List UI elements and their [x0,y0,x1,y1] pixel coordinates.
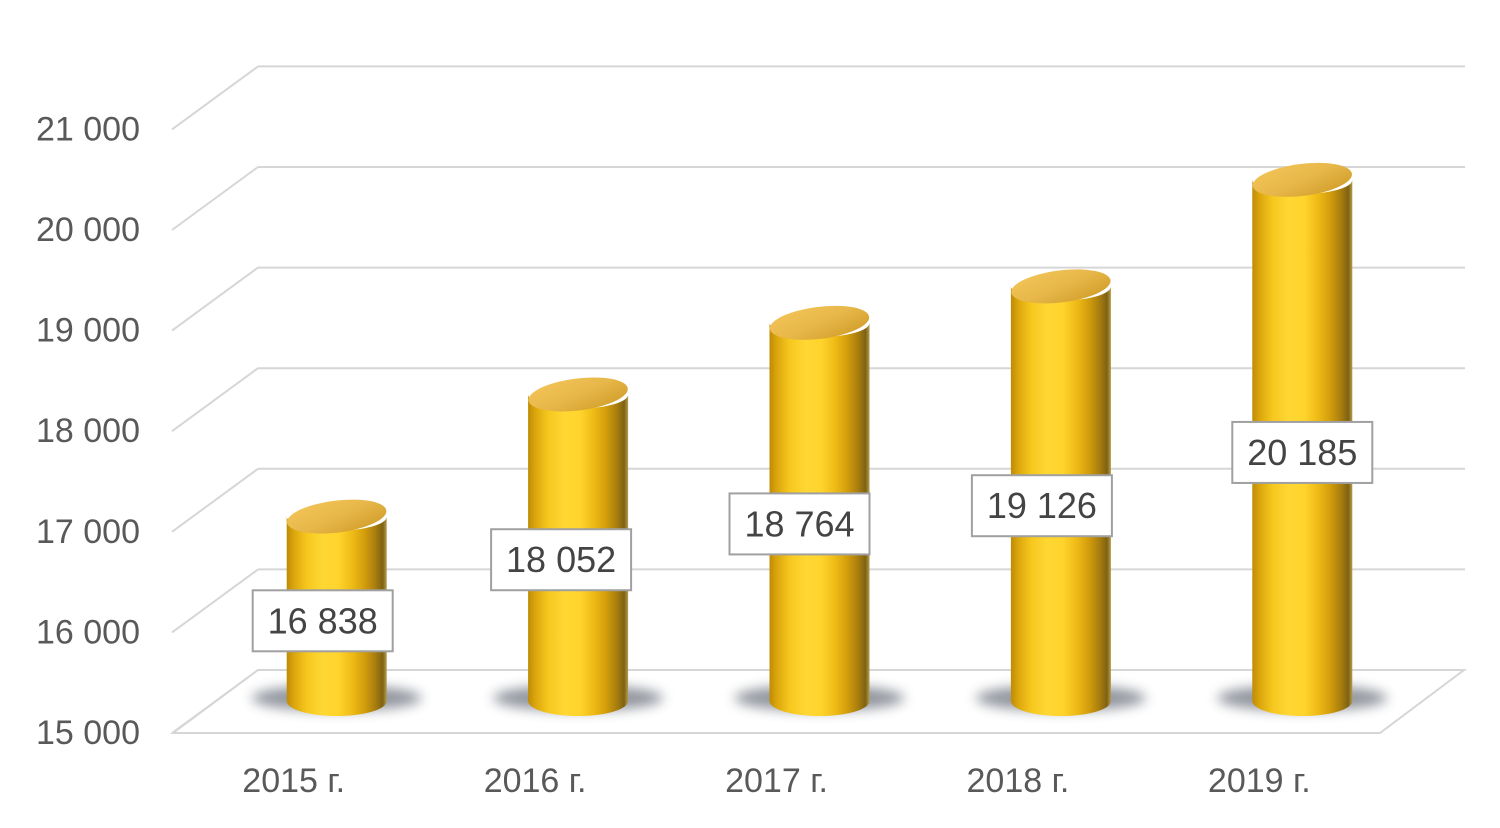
y-axis-tick-labels: 15 000 16 000 17 000 18 000 19 000 20 000 21 0… [36,110,140,752]
data-label-box [251,589,394,653]
cylinder-top [528,377,628,412]
data-label-value: 18 052 [506,539,616,580]
data-label-box [728,492,871,556]
cylinder-top [287,499,387,534]
y-axis-tick-label: 20 000 [36,211,140,249]
cylinder-top [1011,269,1111,304]
cylinder-series [286,162,1353,717]
cylinder-top [769,305,870,340]
y-axis-tick-label: 16 000 [36,613,140,651]
gridline-diagonal [171,467,259,533]
cylinder-top [1252,162,1352,197]
y-axis-tick-label: 17 000 [36,513,140,551]
gridline-diagonal [171,166,259,231]
data-label-value: 19 126 [987,485,1097,526]
data-labels: 16 838 18 052 18 764 19 126 20 185 [251,420,1374,653]
data-label-box [490,528,633,592]
y-axis-tick-label: 18 000 [36,412,140,450]
gridline-diagonal [171,65,259,131]
data-label-value: 20 185 [1247,432,1357,473]
gridline-diagonal [171,367,259,433]
x-axis-category-label: 2017 г. [725,762,828,800]
x-axis-category-label: 2019 г. [1208,762,1311,800]
x-axis-category-labels: 2015 г. 2016 г. 2017 г. 2018 г. 2019 г. [242,762,1310,800]
y-axis-tick-label: 15 000 [36,714,140,752]
gridline-diagonal [171,266,259,332]
data-label-box [1231,420,1374,484]
gridline-diagonal [171,568,259,634]
y-axis-tick-label: 21 000 [36,110,140,148]
data-label-value: 16 838 [268,600,378,641]
y-axis-tick-label: 19 000 [36,312,140,350]
x-axis-category-label: 2016 г. [484,762,587,800]
data-label-box [970,474,1113,538]
data-label-value: 18 764 [744,503,854,544]
x-axis-category-label: 2015 г. [242,762,345,800]
x-axis-category-label: 2018 г. [967,762,1070,800]
